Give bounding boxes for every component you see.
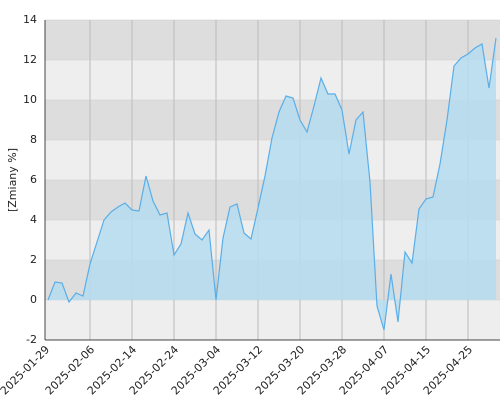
band [45, 20, 500, 60]
y-tick-label: -2 [26, 333, 37, 346]
band [45, 300, 500, 340]
y-tick-label: 4 [30, 213, 37, 226]
band [45, 100, 500, 140]
y-tick-label: 2 [30, 253, 37, 266]
area [48, 38, 496, 330]
y-tick-label: 10 [23, 93, 37, 106]
y-axis-label: [Zmiany %] [6, 148, 19, 212]
line [47, 37, 497, 331]
y-tick-label: 12 [23, 53, 37, 66]
y-tick-label: 0 [30, 293, 37, 306]
y-tick-label: 6 [30, 173, 37, 186]
y-tick-label: 14 [23, 13, 37, 26]
y-tick-label: 8 [30, 133, 37, 146]
band [45, 60, 500, 100]
